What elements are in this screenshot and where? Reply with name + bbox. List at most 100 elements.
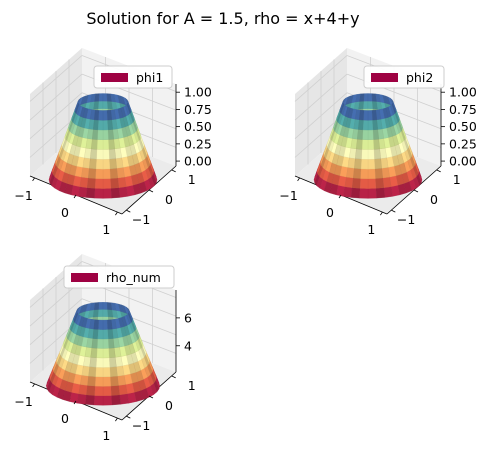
surface-patch bbox=[89, 158, 97, 170]
legend-label: rho_num bbox=[106, 270, 161, 285]
surface-patch bbox=[102, 100, 109, 109]
surface-patch bbox=[367, 178, 377, 189]
surface-patch bbox=[80, 375, 89, 386]
surface-patch bbox=[363, 110, 369, 121]
surface-patch bbox=[97, 129, 104, 140]
y-tick-label: −1 bbox=[132, 418, 150, 433]
surface-patch bbox=[360, 158, 369, 170]
surface-patch bbox=[95, 367, 104, 378]
y-tick bbox=[436, 169, 441, 173]
y-tick-label: 0 bbox=[165, 192, 173, 207]
surface-patch bbox=[102, 129, 109, 140]
legend: phi2 bbox=[363, 65, 445, 89]
surface-patch bbox=[109, 366, 118, 377]
surface-patch bbox=[91, 139, 98, 150]
surface-patch bbox=[362, 119, 369, 131]
surface-patch bbox=[111, 394, 121, 406]
surface-patch bbox=[90, 148, 98, 160]
surface-patch bbox=[95, 376, 104, 387]
surface-patch bbox=[367, 168, 376, 179]
surface-patch bbox=[82, 157, 91, 169]
surface-patch bbox=[108, 338, 115, 349]
surface-patch bbox=[382, 176, 392, 188]
y-tick bbox=[171, 375, 176, 379]
surface-patch bbox=[107, 119, 113, 131]
surface-patch bbox=[367, 139, 375, 150]
surface-patch bbox=[81, 167, 90, 179]
surface-patch bbox=[367, 129, 374, 140]
surface-patch bbox=[374, 168, 383, 179]
surface-patch bbox=[109, 168, 118, 179]
surface-patch bbox=[359, 109, 365, 121]
surface-patch bbox=[86, 187, 96, 199]
x-tick-label: −1 bbox=[14, 188, 32, 203]
surface-patch bbox=[343, 186, 353, 198]
x-tick-label: 1 bbox=[367, 222, 375, 237]
surface-patch bbox=[95, 168, 104, 179]
x-tick-label: 1 bbox=[102, 428, 110, 443]
surface-patch bbox=[95, 158, 104, 170]
surface-patch bbox=[108, 139, 115, 150]
surface-patch bbox=[102, 338, 109, 349]
surface-patch bbox=[352, 177, 361, 189]
legend-box bbox=[363, 65, 445, 89]
surface-patch bbox=[96, 139, 104, 150]
surface-patch bbox=[97, 100, 104, 109]
surface-patch bbox=[78, 186, 88, 198]
x-tick bbox=[73, 194, 77, 199]
surface-patch bbox=[351, 187, 361, 199]
x-tick bbox=[380, 211, 383, 216]
surface-patch bbox=[367, 100, 374, 109]
surface-patch bbox=[102, 168, 111, 179]
surface-patch bbox=[94, 109, 100, 121]
surface-patch bbox=[359, 178, 369, 189]
surface-patch bbox=[98, 110, 104, 121]
x-tick-label: 0 bbox=[61, 205, 69, 220]
surface-patch bbox=[359, 188, 369, 199]
surface-patch bbox=[115, 157, 124, 169]
surface-patch bbox=[347, 157, 356, 169]
surface-patch bbox=[110, 177, 119, 189]
surface-patch bbox=[380, 157, 389, 169]
surface-patch bbox=[88, 168, 97, 179]
y-tick bbox=[391, 209, 396, 213]
surface-patch bbox=[86, 385, 96, 396]
surface-patch bbox=[87, 375, 96, 387]
surface-patch bbox=[98, 302, 104, 310]
surface-patch bbox=[346, 167, 355, 179]
surface-patch bbox=[102, 367, 111, 378]
surface-patch bbox=[362, 129, 369, 140]
surface-patch bbox=[354, 158, 362, 170]
surface-patch bbox=[92, 129, 99, 140]
surface-patch bbox=[117, 375, 126, 386]
surface-patch bbox=[117, 176, 127, 188]
y-tick bbox=[148, 189, 154, 193]
surface-patch bbox=[353, 168, 362, 179]
legend-box bbox=[63, 265, 175, 289]
surface-patch bbox=[102, 188, 112, 199]
surface-patch bbox=[85, 394, 95, 406]
surface-patch bbox=[102, 139, 110, 150]
z-tick-label: 0.25 bbox=[449, 136, 477, 151]
surface-patch bbox=[367, 110, 373, 121]
surface-patch bbox=[383, 186, 393, 198]
x-tick-label: −1 bbox=[279, 188, 297, 203]
surface-patch bbox=[102, 319, 108, 330]
surface-patch bbox=[107, 129, 114, 140]
surface-patch bbox=[360, 168, 369, 179]
y-tick bbox=[126, 209, 131, 213]
surface-patch bbox=[344, 176, 354, 188]
surface-patch bbox=[373, 139, 380, 150]
z-tick-label: 0.00 bbox=[184, 154, 212, 169]
surface-patch bbox=[89, 357, 97, 368]
surface-patch bbox=[362, 100, 369, 109]
surface-patch bbox=[102, 348, 110, 359]
surface-patch bbox=[97, 119, 104, 131]
y-tick bbox=[171, 169, 176, 173]
surface-patch bbox=[88, 366, 97, 377]
surface-patch bbox=[110, 375, 119, 387]
y-tick bbox=[148, 395, 154, 399]
surface-patch bbox=[116, 365, 125, 377]
